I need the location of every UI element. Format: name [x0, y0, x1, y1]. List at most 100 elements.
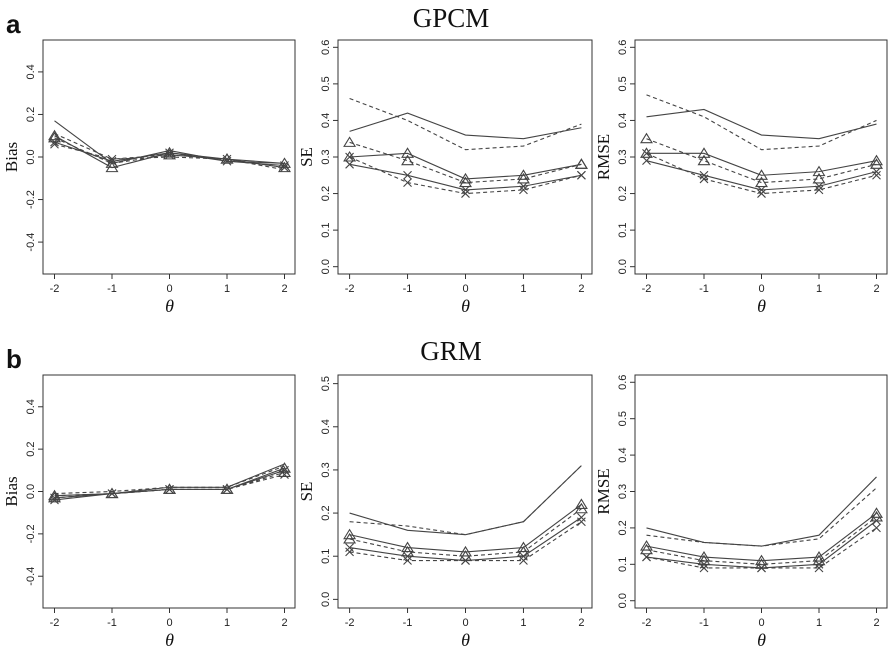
- cross-marker: [699, 174, 709, 184]
- y-tick-label: 0.2: [617, 520, 629, 535]
- y-tick-label: 0.5: [320, 376, 332, 391]
- cross-marker: [642, 156, 651, 166]
- x-tick-label: 1: [520, 617, 526, 629]
- series-line-2: [646, 487, 877, 547]
- y-tick-label: 0.6: [617, 40, 629, 55]
- y-tick-label: 0.0: [25, 149, 37, 164]
- x-tick-label: 0: [462, 617, 468, 629]
- x-tick-label: 2: [578, 617, 584, 629]
- cross-marker: [222, 156, 232, 166]
- y-tick-label: 0.4: [25, 399, 37, 414]
- x-axis-label: θ: [757, 296, 766, 316]
- y-tick-label: 0.4: [320, 419, 332, 434]
- x-axis-label: θ: [461, 296, 470, 316]
- y-tick-label: 0.2: [320, 505, 332, 520]
- series-line-1: [646, 476, 877, 547]
- cross-marker: [280, 161, 289, 170]
- y-tick-label: 0.5: [617, 76, 629, 91]
- y-tick-label: -0.4: [25, 567, 37, 586]
- x-tick-label: -2: [50, 283, 60, 295]
- triangle-marker: [574, 498, 588, 509]
- row-letter-b: b: [6, 344, 22, 374]
- series-line-3: [349, 504, 582, 553]
- triangle-marker: [516, 169, 530, 180]
- triangle-marker: [516, 172, 530, 184]
- cross-marker: [280, 465, 289, 475]
- triangle-marker: [640, 147, 653, 158]
- y-tick-label: 0.2: [25, 107, 37, 122]
- chart-panel-grm-se: -2 -1 0 1 2 0.0 0.1 0.2 0.3 0.4 0.5 SE θ: [297, 374, 593, 649]
- triangle-marker: [459, 176, 472, 188]
- x-tick-label: 0: [166, 617, 172, 629]
- y-tick-label: 0.3: [320, 462, 332, 477]
- y-axis-label: Bias: [2, 142, 21, 172]
- cross-marker: [872, 523, 881, 533]
- y-tick-label: 0.6: [320, 40, 332, 55]
- row-title-gpcm: GPCM: [413, 3, 490, 33]
- series-line-3: [349, 152, 582, 180]
- y-axis-label: Bias: [2, 476, 21, 506]
- charts-layer: -2 -1 0 1 2 -0.4 -0.2 0.0 0.2 0.4 Bias θ -2 -1 0 1 2 0.0 0…: [2, 39, 888, 649]
- series-line-6: [646, 527, 877, 569]
- x-tick-label: -2: [345, 617, 355, 629]
- triangle-marker: [278, 161, 291, 173]
- y-tick-label: 0.0: [320, 259, 332, 274]
- y-tick-label: 0.0: [617, 593, 629, 608]
- cross-marker: [165, 150, 174, 160]
- chart-panel-grm-bias: -2 -1 0 1 2 -0.4 -0.2 0.0 0.2 0.4 Bias θ: [2, 374, 296, 649]
- x-tick-label: -1: [107, 617, 117, 629]
- cross-marker: [577, 513, 586, 522]
- y-tick-label: 0.1: [617, 557, 629, 572]
- cross-marker: [461, 189, 470, 198]
- cross-marker: [50, 139, 59, 149]
- triangle-marker: [640, 132, 653, 144]
- series-line-4: [646, 516, 877, 565]
- triangle-marker: [401, 154, 415, 166]
- cross-marker: [699, 170, 709, 180]
- x-tick-label: -1: [699, 617, 709, 629]
- cross-marker: [872, 170, 881, 180]
- triangle-marker: [697, 147, 711, 158]
- cross-marker: [345, 543, 354, 552]
- plot-frame: [337, 39, 593, 275]
- x-axis-label: θ: [461, 630, 470, 649]
- cross-marker: [280, 470, 289, 479]
- cross-marker: [107, 154, 117, 164]
- series-line-1: [349, 112, 582, 140]
- cross-marker: [345, 547, 354, 557]
- cross-marker: [872, 516, 881, 526]
- x-tick-label: 1: [816, 617, 822, 629]
- cross-marker: [222, 484, 232, 494]
- cross-marker: [757, 189, 766, 198]
- x-tick-label: -2: [642, 283, 652, 295]
- chart-panel-gpcm-se: -2 -1 0 1 2 0.0 0.1 0.2 0.3 0.4 0.5 0.6 SE θ: [297, 39, 593, 316]
- triangle-marker: [755, 169, 768, 180]
- y-tick-label: -0.2: [25, 524, 37, 543]
- series-line-2: [349, 97, 582, 151]
- cross-marker: [280, 163, 289, 173]
- y-tick-label: 0.6: [617, 375, 629, 390]
- y-tick-label: 0.2: [320, 186, 332, 201]
- x-tick-label: -1: [107, 283, 117, 295]
- series-line-2: [54, 133, 285, 171]
- cross-marker: [814, 559, 824, 569]
- plot-frame: [42, 374, 296, 609]
- series-line-6: [349, 521, 582, 562]
- y-tick-label: 0.4: [25, 64, 37, 79]
- y-tick-label: 0.4: [320, 113, 332, 128]
- y-axis-label: SE: [297, 482, 316, 502]
- y-axis-label: SE: [297, 147, 316, 167]
- y-tick-label: 0.3: [320, 149, 332, 164]
- x-tick-label: 0: [462, 283, 468, 295]
- series-line-1: [646, 108, 877, 140]
- series-line-2: [349, 465, 582, 536]
- y-tick-label: 0.1: [617, 222, 629, 237]
- triangle-marker: [640, 543, 653, 555]
- y-tick-label: -0.2: [25, 190, 37, 209]
- chart-panel-grm-rmse: -2 -1 0 1 2 0.0 0.1 0.2 0.3 0.4 0.5 0.6 RMSE θ: [594, 374, 888, 649]
- x-axis-label: θ: [165, 630, 174, 649]
- y-tick-label: 0.4: [617, 113, 629, 128]
- cross-marker: [403, 178, 412, 187]
- row-letter-a: a: [6, 9, 21, 39]
- series-line-3: [646, 152, 877, 176]
